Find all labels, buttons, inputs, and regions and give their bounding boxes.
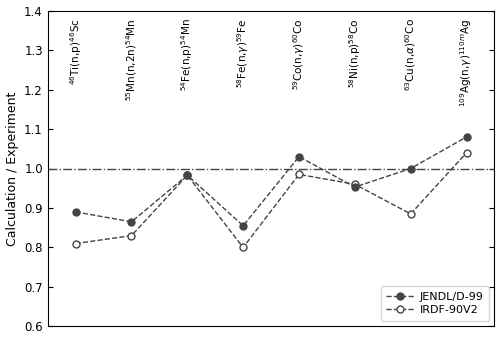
JENDL/D-99 (72, 210, 78, 214)
IRDF-90V2 (296, 172, 302, 176)
JENDL/D-99 (352, 185, 358, 189)
IRDF-90V2 (128, 234, 134, 238)
IRDF-90V2 (72, 241, 78, 245)
Text: $^{58}$Fe(n,$\gamma$)$^{59}$Fe: $^{58}$Fe(n,$\gamma$)$^{59}$Fe (236, 18, 251, 88)
Text: $^{58}$Ni(n,p)$^{58}$Co: $^{58}$Ni(n,p)$^{58}$Co (347, 18, 362, 88)
JENDL/D-99 (408, 167, 414, 171)
Y-axis label: Calculation / Experiment: Calculation / Experiment (6, 91, 18, 246)
Text: $^{46}$Ti(n,p)$^{46}$Sc: $^{46}$Ti(n,p)$^{46}$Sc (68, 18, 84, 85)
JENDL/D-99 (128, 220, 134, 224)
JENDL/D-99 (184, 173, 190, 177)
IRDF-90V2 (352, 182, 358, 186)
Line: JENDL/D-99: JENDL/D-99 (72, 133, 470, 229)
Text: $^{55}$Mn(n,2n)$^{54}$Mn: $^{55}$Mn(n,2n)$^{54}$Mn (124, 18, 139, 101)
Line: IRDF-90V2: IRDF-90V2 (72, 149, 470, 251)
IRDF-90V2 (240, 245, 246, 250)
Text: $^{54}$Fe(n,p)$^{54}$Mn: $^{54}$Fe(n,p)$^{54}$Mn (180, 18, 195, 91)
JENDL/D-99 (296, 155, 302, 159)
IRDF-90V2 (184, 173, 190, 177)
IRDF-90V2 (464, 151, 469, 155)
Text: $^{109}$Ag(n,$\gamma$)$^{110m}$Ag: $^{109}$Ag(n,$\gamma$)$^{110m}$Ag (458, 18, 474, 107)
JENDL/D-99 (464, 135, 469, 139)
Text: $^{59}$Co(n,$\gamma$)$^{60}$Co: $^{59}$Co(n,$\gamma$)$^{60}$Co (291, 18, 307, 90)
JENDL/D-99 (240, 224, 246, 228)
Legend: JENDL/D-99, IRDF-90V2: JENDL/D-99, IRDF-90V2 (380, 286, 489, 321)
Text: $^{63}$Cu(n,$\alpha$)$^{60}$Co: $^{63}$Cu(n,$\alpha$)$^{60}$Co (404, 18, 418, 91)
IRDF-90V2 (408, 212, 414, 216)
